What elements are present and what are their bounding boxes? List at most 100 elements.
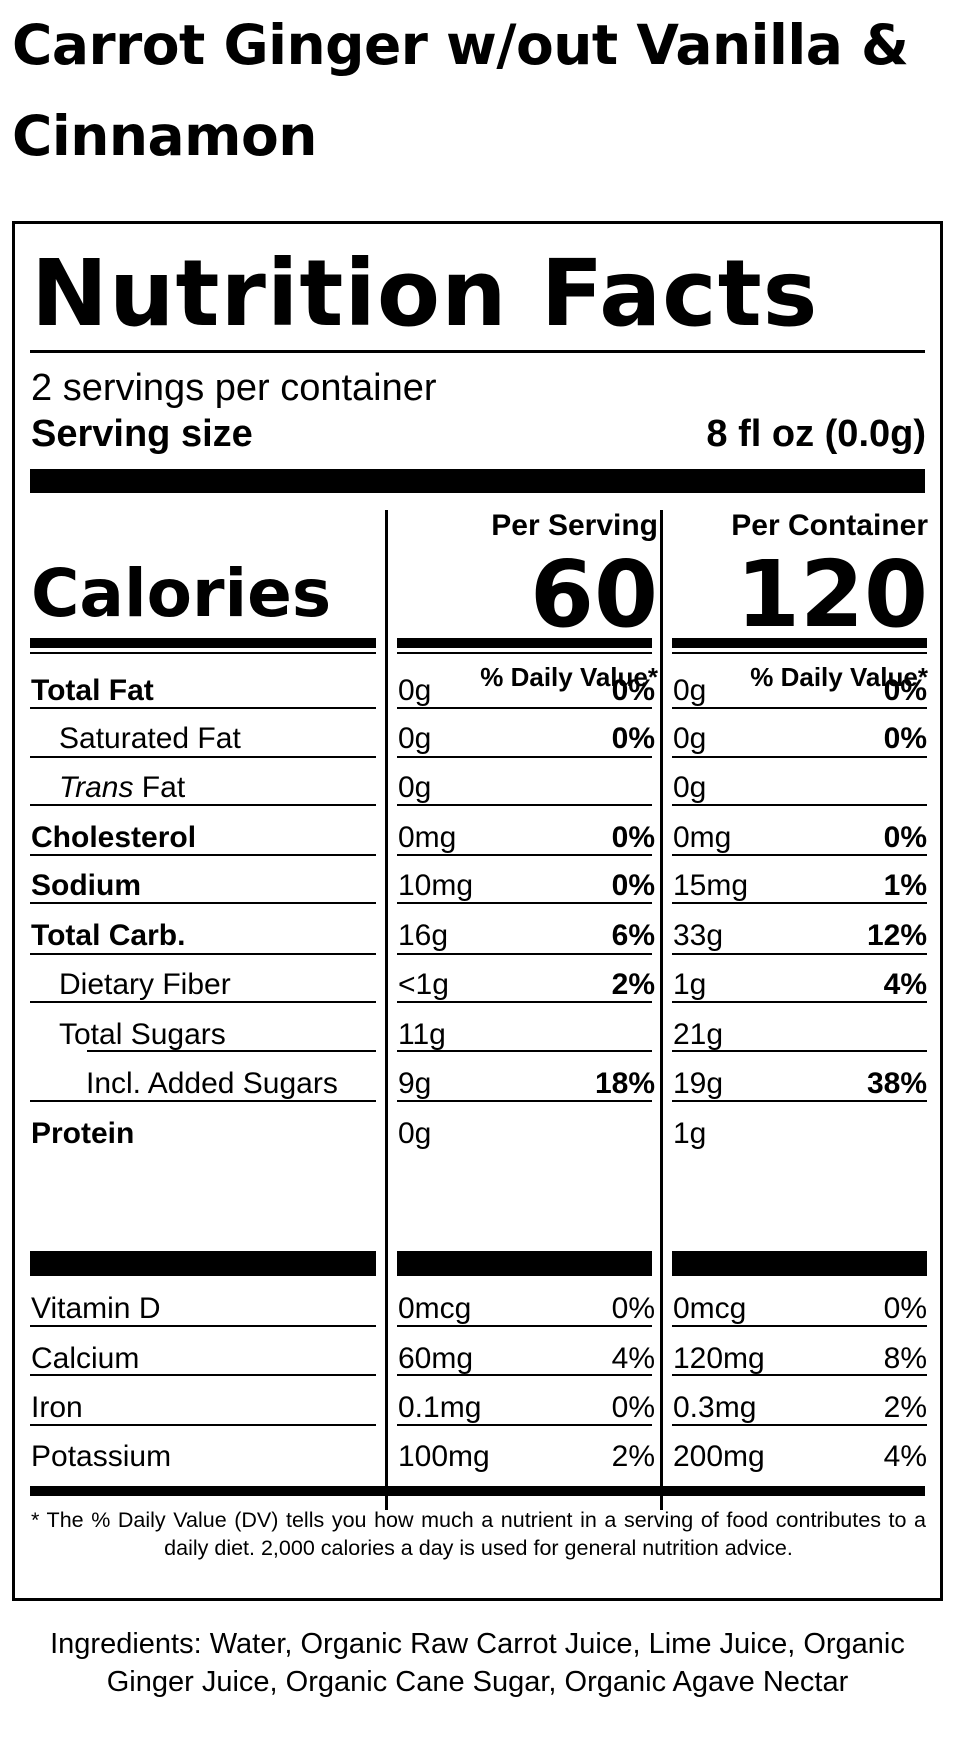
row-divider bbox=[672, 1424, 927, 1426]
row-divider bbox=[30, 854, 376, 856]
servings-per-container: 2 servings per container bbox=[31, 367, 437, 409]
row-divider bbox=[30, 707, 376, 709]
container-daily-value: 0% bbox=[883, 674, 927, 707]
serving-amount: <1g bbox=[398, 968, 449, 1001]
serving-daily-value: 18% bbox=[594, 1067, 655, 1100]
row-divider bbox=[672, 854, 927, 856]
vitamin-bar-container bbox=[672, 1251, 927, 1276]
serving-daily-value: 0% bbox=[611, 1391, 655, 1424]
ingredients: Ingredients: Water, Organic Raw Carrot J… bbox=[50, 1628, 905, 1698]
nutrient-label-italic: Trans bbox=[59, 771, 134, 804]
serving-amount: 60mg bbox=[398, 1342, 474, 1375]
row-divider bbox=[397, 953, 652, 955]
row-divider bbox=[672, 804, 927, 806]
row-divider bbox=[672, 953, 927, 955]
row-divider bbox=[30, 1325, 376, 1327]
serving-amount: 16g bbox=[398, 919, 449, 952]
row-divider bbox=[30, 953, 376, 955]
calories-divider-serving bbox=[397, 638, 652, 648]
container-amount: 0g bbox=[673, 722, 707, 755]
container-daily-value: 0% bbox=[883, 722, 927, 755]
row-divider bbox=[672, 1050, 927, 1052]
row-divider bbox=[672, 1325, 927, 1327]
serving-amount: 0g bbox=[398, 1117, 432, 1150]
container-amount: 0g bbox=[673, 674, 707, 707]
row-divider bbox=[672, 1001, 927, 1003]
serving-size-value: 8 fl oz (0.0g) bbox=[706, 413, 926, 455]
container-amount: 1g bbox=[673, 968, 707, 1001]
heading-divider bbox=[30, 350, 925, 353]
per-serving-label: Per Serving bbox=[491, 509, 658, 542]
row-divider bbox=[397, 1325, 652, 1327]
serving-daily-value: 4% bbox=[611, 1342, 655, 1375]
serving-amount: 11g bbox=[398, 1018, 446, 1051]
nutrient-label: Total Fat bbox=[31, 674, 154, 707]
container-daily-value: 0% bbox=[883, 821, 927, 854]
nutrient-label: Saturated Fat bbox=[59, 722, 241, 755]
dv-underline-serving bbox=[397, 652, 652, 654]
row-divider bbox=[30, 1100, 376, 1102]
row-divider bbox=[397, 804, 652, 806]
row-divider bbox=[672, 756, 927, 758]
serving-amount: 0g bbox=[398, 674, 432, 707]
row-divider bbox=[397, 854, 652, 856]
row-divider bbox=[397, 1100, 652, 1102]
row-divider bbox=[397, 1001, 652, 1003]
nutrient-label: Cholesterol bbox=[31, 821, 197, 854]
dv-underline-label bbox=[30, 652, 376, 654]
row-divider bbox=[397, 902, 652, 904]
calories-divider-label bbox=[30, 638, 376, 648]
calories-divider-container bbox=[672, 638, 927, 648]
serving-amount: 0g bbox=[398, 771, 432, 804]
calories-per-serving: 60 bbox=[529, 541, 658, 648]
vitamin-label: Vitamin D bbox=[31, 1292, 161, 1325]
serving-amount: 0.1mg bbox=[398, 1391, 482, 1424]
nutrient-label: Total Sugars bbox=[59, 1018, 226, 1051]
daily-value-header-container: % Daily Value* bbox=[750, 662, 928, 692]
serving-daily-value: 2% bbox=[611, 1440, 655, 1473]
serving-daily-value: 0% bbox=[611, 1292, 655, 1325]
row-divider bbox=[397, 1424, 652, 1426]
serving-daily-value: 0% bbox=[611, 821, 655, 854]
row-divider bbox=[397, 1050, 652, 1052]
calories-per-container: 120 bbox=[735, 541, 928, 648]
serving-size-row: Serving size 8 fl oz (0.0g) bbox=[31, 414, 926, 454]
serving-size-label: Serving size bbox=[31, 413, 253, 455]
serving-amount: 0mcg bbox=[398, 1292, 472, 1325]
container-daily-value: 12% bbox=[866, 919, 927, 952]
serving-daily-value: 0% bbox=[611, 722, 655, 755]
dv-underline-container bbox=[672, 652, 927, 654]
serving-daily-value: 0% bbox=[611, 869, 655, 902]
container-amount: 19g bbox=[673, 1067, 724, 1100]
row-divider bbox=[397, 756, 652, 758]
container-amount: 21g bbox=[673, 1018, 724, 1051]
nutrient-label: Trans Fat bbox=[59, 770, 185, 806]
serving-amount: 9g bbox=[398, 1067, 432, 1100]
row-divider bbox=[30, 1424, 376, 1426]
container-amount: 33g bbox=[673, 919, 724, 952]
container-daily-value: 4% bbox=[883, 968, 927, 1001]
row-divider bbox=[397, 707, 652, 709]
thick-divider bbox=[30, 469, 925, 493]
footnote-divider bbox=[30, 1486, 925, 1496]
calories-label: Calories bbox=[31, 555, 332, 632]
container-amount: 0.3mg bbox=[673, 1391, 757, 1424]
row-divider bbox=[30, 804, 376, 806]
serving-amount: 0g bbox=[398, 722, 432, 755]
daily-value-header-serving: % Daily Value* bbox=[480, 662, 658, 692]
container-daily-value: 0% bbox=[883, 1292, 927, 1325]
container-amount: 15mg bbox=[673, 869, 749, 902]
serving-daily-value: 6% bbox=[611, 919, 655, 952]
serving-daily-value: 2% bbox=[611, 968, 655, 1001]
serving-amount: 0mg bbox=[398, 821, 457, 854]
container-daily-value: 1% bbox=[883, 869, 927, 902]
row-divider bbox=[30, 1374, 376, 1376]
container-amount: 0mcg bbox=[673, 1292, 747, 1325]
row-divider bbox=[397, 1374, 652, 1376]
vitamin-label: Potassium bbox=[31, 1440, 172, 1473]
column-divider-right bbox=[660, 510, 663, 1510]
vitamin-bar-label bbox=[30, 1251, 376, 1276]
vitamin-bar-serving bbox=[397, 1251, 652, 1276]
serving-daily-value: 0% bbox=[611, 674, 655, 707]
container-daily-value: 38% bbox=[866, 1067, 927, 1100]
